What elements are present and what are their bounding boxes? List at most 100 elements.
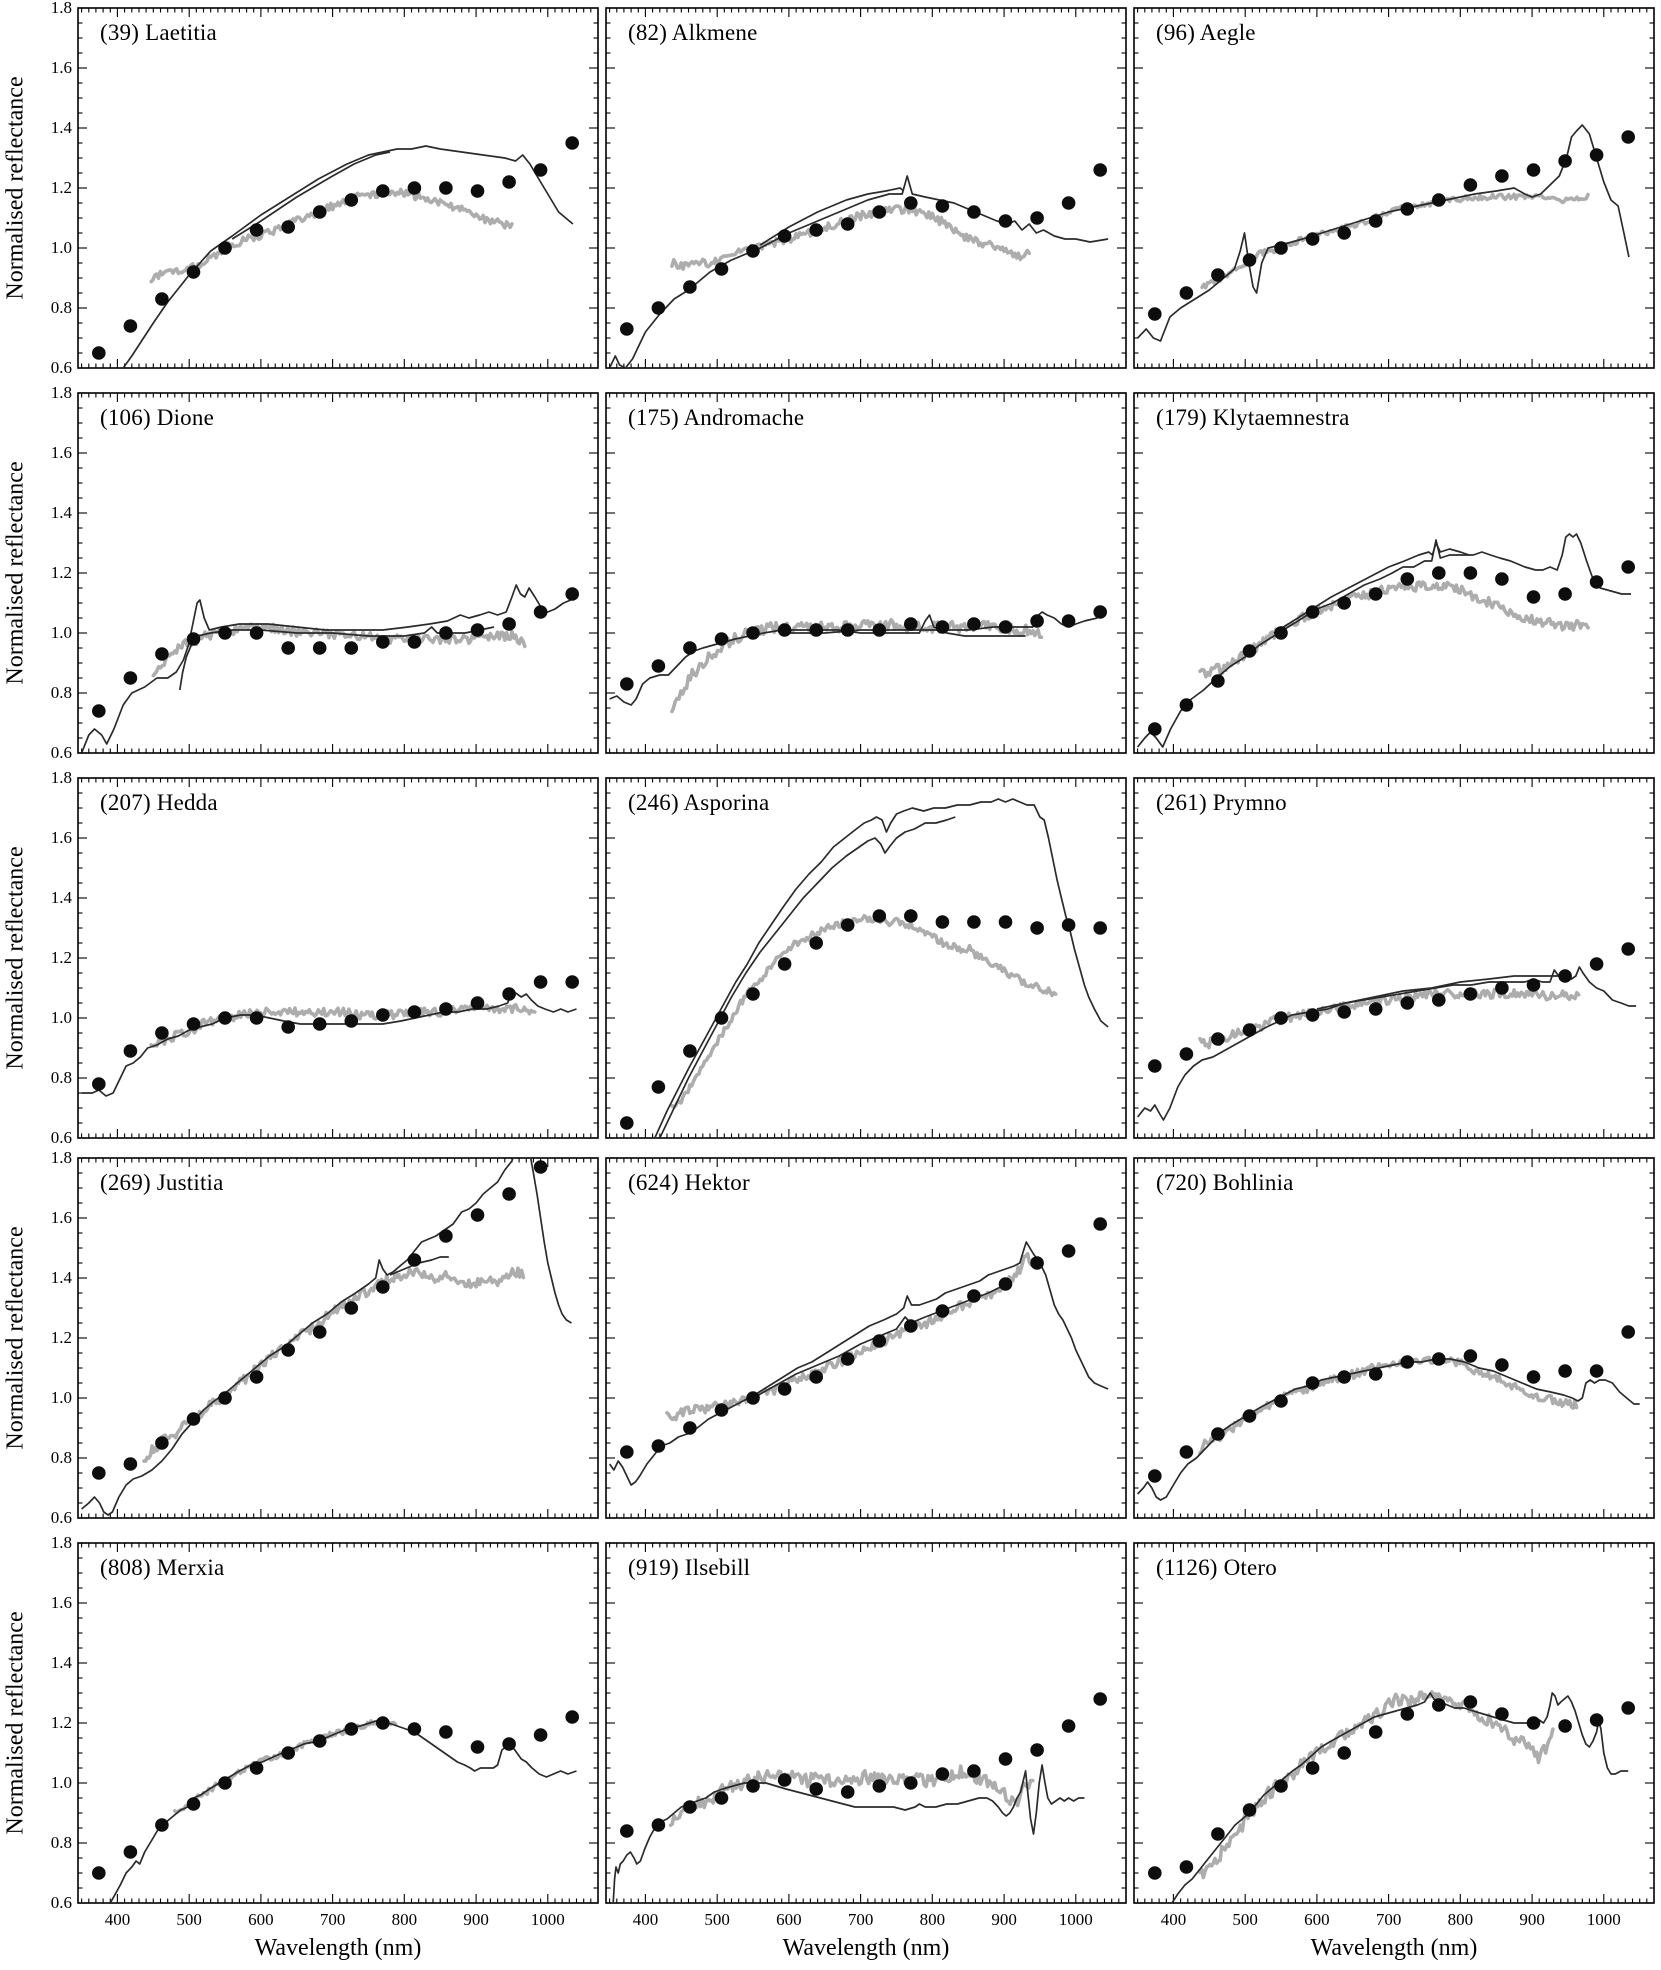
photometry-dot	[1179, 1047, 1194, 1061]
dark-spectrum-line	[608, 1241, 1109, 1486]
y-tick-label: 0.6	[50, 1128, 72, 1147]
photometry-dot	[1242, 1023, 1257, 1037]
photometry-dot	[714, 1011, 729, 1025]
y-axis-label: Normalised reflectance	[2, 846, 29, 1070]
spectrum-panel-plot	[605, 777, 1127, 1139]
photometry-dot	[1621, 130, 1635, 144]
panel-frame	[605, 1157, 1127, 1519]
photometry-dot	[1621, 942, 1635, 956]
photometry-dot	[92, 1466, 106, 1480]
photometry-dot	[840, 1352, 855, 1366]
photometry-dot	[376, 184, 390, 198]
y-tick-label: 1.2	[50, 948, 72, 967]
photometry-dot	[1526, 163, 1541, 177]
axis-ticks	[606, 1542, 1126, 1904]
photometry-dot	[840, 623, 855, 637]
dark-spectrum-line	[654, 798, 1109, 1137]
y-tick-label: 0.8	[50, 1833, 72, 1852]
x-tick-label: 800	[391, 1910, 418, 1929]
panel-title: (39) Laetitia	[100, 20, 217, 45]
y-tick-label: 1.8	[50, 768, 72, 787]
y-tick-label: 0.8	[50, 1448, 72, 1467]
photometry-dot	[1093, 163, 1107, 177]
photometry-dot	[1061, 1244, 1076, 1258]
photometry-dot	[777, 1382, 792, 1396]
photometry-dot	[683, 1421, 697, 1435]
y-tick-label: 1.4	[50, 503, 72, 522]
panel-title: (1126) Otero	[1156, 1555, 1277, 1580]
dark-spectrum-line	[612, 1764, 1085, 1902]
photometry-dot	[1526, 1370, 1541, 1384]
panel-frame	[605, 777, 1127, 1139]
photometry-dot	[714, 262, 729, 276]
photometry-dot	[651, 301, 666, 315]
y-tick-label: 1.6	[50, 1593, 72, 1612]
photometry-dot	[683, 1800, 697, 1814]
panel-frame	[1133, 392, 1655, 754]
photometry-dot	[470, 623, 485, 637]
photometry-dot	[1337, 226, 1351, 240]
gray-spectrum-line	[149, 1003, 537, 1048]
dark-spectrum-line	[231, 151, 391, 240]
photometry-dot	[620, 1116, 634, 1130]
photometry-dot	[1621, 1701, 1635, 1715]
spectrum-panel-plot	[77, 1542, 599, 1904]
axis-ticks	[1134, 1157, 1654, 1519]
photometry-dot	[904, 617, 918, 631]
axis-ticks	[606, 1157, 1126, 1519]
x-tick-label: 900	[463, 1910, 489, 1929]
photometry-dot	[1030, 921, 1044, 935]
dark-spectrum-line	[530, 1159, 572, 1324]
y-tick-label: 1.0	[50, 1388, 72, 1407]
photometry-dot	[533, 1728, 548, 1742]
axis-ticks	[606, 7, 1126, 369]
x-tick-label: 1000	[530, 1910, 565, 1929]
panel-frame	[605, 1542, 1127, 1904]
photometry-dot	[1463, 1349, 1478, 1363]
photometry-dot	[809, 223, 823, 237]
y-tick-label: 1.0	[50, 238, 72, 257]
photometry-dot	[714, 1403, 729, 1417]
photometry-dot	[1589, 1364, 1604, 1378]
photometry-dot	[186, 1412, 201, 1426]
photometry-dot	[533, 605, 548, 619]
photometry-dot	[312, 1017, 327, 1031]
panel-frame	[77, 392, 599, 754]
photometry-dot	[407, 1722, 422, 1736]
photometry-dot	[1558, 587, 1572, 601]
spectrum-panel-plot	[605, 392, 1127, 754]
photometry-dot	[904, 196, 918, 210]
photometry-dot	[620, 677, 634, 691]
panel-title: (808) Merxia	[100, 1555, 225, 1580]
x-tick-label: 1000	[1058, 1910, 1093, 1929]
photometry-dot	[312, 1325, 327, 1339]
photometry-dot	[904, 909, 918, 923]
photometry-dot	[683, 641, 697, 655]
photometry-dot	[1242, 644, 1257, 658]
x-tick-label: 700	[319, 1910, 346, 1929]
photometry-dots	[620, 1217, 1107, 1459]
dark-spectrum-line	[1273, 542, 1470, 634]
photometry-dot	[470, 184, 485, 198]
y-tick-label: 1.2	[50, 563, 72, 582]
x-tick-label: 400	[104, 1910, 131, 1929]
photometry-dot	[1368, 1002, 1383, 1016]
photometry-dot	[872, 1334, 887, 1348]
x-tick-label: 600	[776, 1910, 802, 1929]
photometry-dot	[1274, 241, 1288, 255]
photometry-dot	[407, 1005, 422, 1019]
photometry-dots	[620, 605, 1107, 691]
photometry-dot	[1558, 1364, 1572, 1378]
x-axis-label: Wavelength (nm)	[254, 1935, 422, 1961]
y-axis-label: Normalised reflectance	[2, 1226, 29, 1450]
photometry-dot	[1274, 1779, 1288, 1793]
photometry-dot	[777, 229, 792, 243]
photometry-dot	[533, 163, 548, 177]
gray-spectrum-line	[142, 1266, 526, 1463]
photometry-dot	[281, 1020, 295, 1034]
photometry-dot	[123, 671, 138, 685]
photometry-dot	[746, 244, 760, 258]
x-axis-label: Wavelength (nm)	[1310, 1935, 1478, 1961]
axis-ticks	[1134, 1542, 1654, 1904]
photometry-dot	[998, 620, 1013, 634]
